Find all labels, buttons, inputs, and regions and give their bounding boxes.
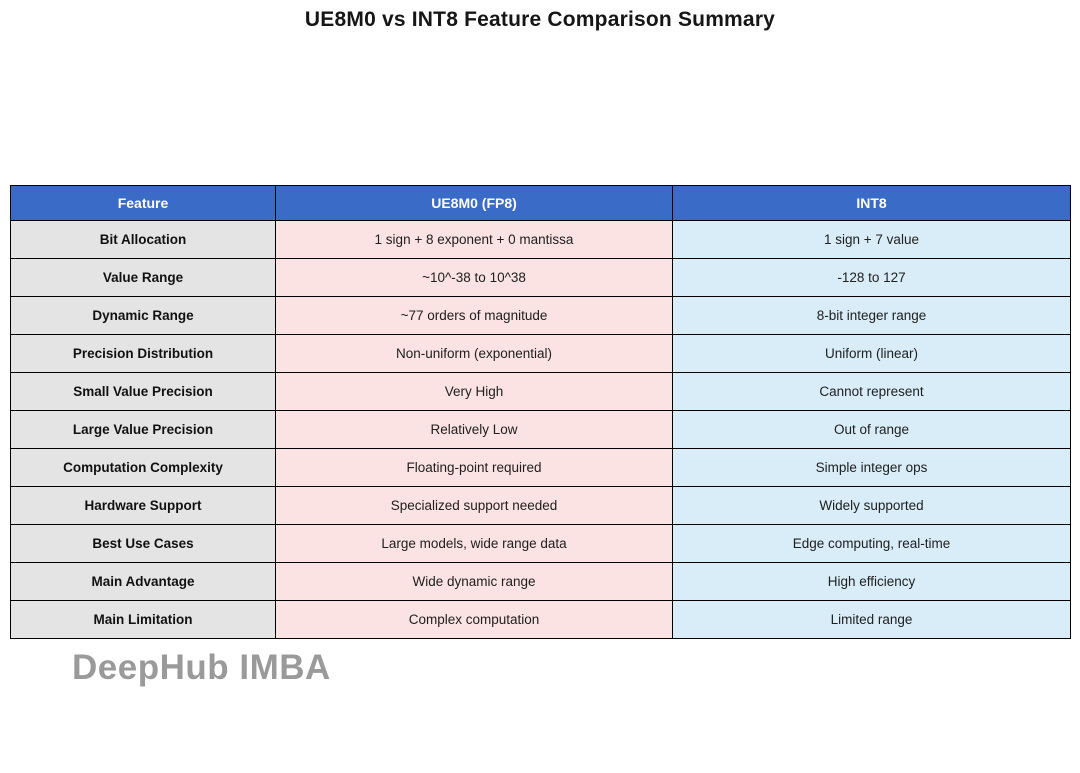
int8-cell: Uniform (linear) bbox=[672, 334, 1071, 373]
column-header-feature: Feature bbox=[10, 185, 276, 221]
watermark: DeepHub IMBA bbox=[72, 648, 331, 687]
int8-cell: Simple integer ops bbox=[672, 448, 1071, 487]
feature-cell: Small Value Precision bbox=[10, 372, 276, 411]
ue8m0-cell: Specialized support needed bbox=[275, 486, 673, 525]
table-row: Computation Complexity Floating-point req… bbox=[10, 448, 1071, 487]
table-body: Bit Allocation 1 sign + 8 exponent + 0 ma… bbox=[10, 220, 1071, 639]
feature-cell: Computation Complexity bbox=[10, 448, 276, 487]
int8-cell: 8-bit integer range bbox=[672, 296, 1071, 335]
feature-cell: Best Use Cases bbox=[10, 524, 276, 563]
feature-cell: Large Value Precision bbox=[10, 410, 276, 449]
ue8m0-cell: Very High bbox=[275, 372, 673, 411]
ue8m0-cell: Complex computation bbox=[275, 600, 673, 639]
feature-cell: Main Limitation bbox=[10, 600, 276, 639]
ue8m0-cell: 1 sign + 8 exponent + 0 mantissa bbox=[275, 220, 673, 259]
ue8m0-cell: ~10^-38 to 10^38 bbox=[275, 258, 673, 297]
feature-cell: Value Range bbox=[10, 258, 276, 297]
table-row: Bit Allocation 1 sign + 8 exponent + 0 ma… bbox=[10, 220, 1071, 259]
int8-cell: Limited range bbox=[672, 600, 1071, 639]
table-row: Precision Distribution Non-uniform (expon… bbox=[10, 334, 1071, 373]
ue8m0-cell: Wide dynamic range bbox=[275, 562, 673, 601]
table-row: Hardware Support Specialized support need… bbox=[10, 486, 1071, 525]
int8-cell: Out of range bbox=[672, 410, 1071, 449]
int8-cell: -128 to 127 bbox=[672, 258, 1071, 297]
table-row: Main Advantage Wide dynamic range High eff… bbox=[10, 562, 1071, 601]
table-row: Small Value Precision Very High Cannot rep… bbox=[10, 372, 1071, 411]
header-row: Feature UE8M0 (FP8) INT8 bbox=[10, 185, 1071, 221]
feature-cell: Main Advantage bbox=[10, 562, 276, 601]
table-row: Value Range ~10^-38 to 10^38 -128 to 127 bbox=[10, 258, 1071, 297]
ue8m0-cell: ~77 orders of magnitude bbox=[275, 296, 673, 335]
comparison-table: Feature UE8M0 (FP8) INT8 Bit Allocation 1… bbox=[10, 185, 1071, 639]
feature-cell: Hardware Support bbox=[10, 486, 276, 525]
ue8m0-cell: Non-uniform (exponential) bbox=[275, 334, 673, 373]
feature-cell: Bit Allocation bbox=[10, 220, 276, 259]
table-row: Best Use Cases Large models, wide range d… bbox=[10, 524, 1071, 563]
column-header-ue8m0: UE8M0 (FP8) bbox=[275, 185, 673, 221]
int8-cell: High efficiency bbox=[672, 562, 1071, 601]
feature-cell: Precision Distribution bbox=[10, 334, 276, 373]
table-row: Large Value Precision Relatively Low Out o… bbox=[10, 410, 1071, 449]
feature-cell: Dynamic Range bbox=[10, 296, 276, 335]
table-row: Main Limitation Complex computation Limite… bbox=[10, 600, 1071, 639]
figure-title: UE8M0 vs INT8 Feature Comparison Summary bbox=[304, 8, 776, 31]
ue8m0-cell: Large models, wide range data bbox=[275, 524, 673, 563]
int8-cell: 1 sign + 7 value bbox=[672, 220, 1071, 259]
int8-cell: Edge computing, real-time bbox=[672, 524, 1071, 563]
ue8m0-cell: Relatively Low bbox=[275, 410, 673, 449]
ue8m0-cell: Floating-point required bbox=[275, 448, 673, 487]
table-row: Dynamic Range ~77 orders of magnitude 8-bi… bbox=[10, 296, 1071, 335]
int8-cell: Widely supported bbox=[672, 486, 1071, 525]
column-header-int8: INT8 bbox=[672, 185, 1071, 221]
int8-cell: Cannot represent bbox=[672, 372, 1071, 411]
